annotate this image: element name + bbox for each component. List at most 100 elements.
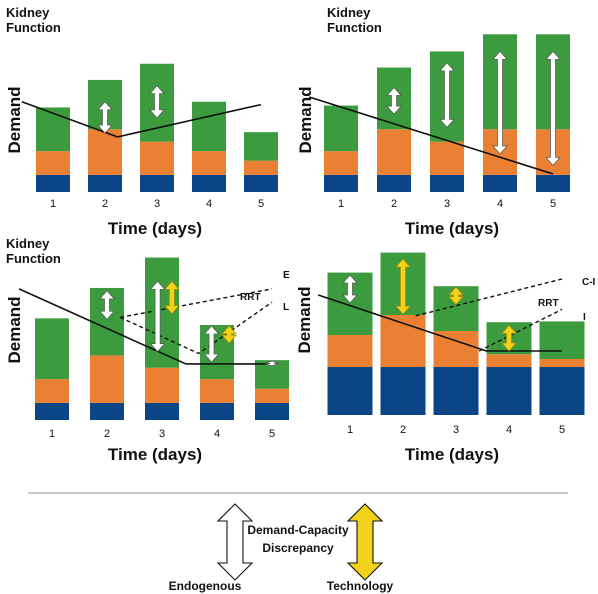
panel-1: Kidney Function Demand Time (days) 1 2 3 4 5	[5, 5, 278, 238]
bar-5-blue	[536, 174, 570, 192]
bar-4-orange	[192, 151, 226, 175]
day-tick-5: 5	[559, 424, 565, 436]
endogenous-arrow-6	[264, 360, 280, 367]
day-tick-1: 1	[338, 198, 344, 210]
day-tick-1: 1	[49, 428, 55, 440]
panel-3-label-e: E	[283, 270, 290, 281]
panel-1-ylabel: Demand	[5, 86, 24, 153]
bar-3-orange	[145, 367, 179, 403]
panel-2-bars	[324, 34, 570, 192]
bar-1-green	[324, 105, 358, 152]
panel-3-label-rrt: RRT	[240, 292, 261, 303]
bar-2-orange	[90, 355, 124, 403]
panel-4: Demand Time (days) 1 2 3 4 5 C-I RRT I	[295, 252, 596, 464]
bar-1-blue	[327, 367, 373, 415]
endogenous-arrow-2	[439, 62, 455, 128]
panel-1-title-line1: Kidney Function	[6, 5, 61, 35]
panel-3-arrows	[99, 280, 280, 367]
panel-4-label-i: I	[583, 312, 586, 323]
technology-arrow-4	[501, 324, 517, 352]
bar-5-orange	[255, 388, 289, 403]
legend-technology-label: Technology	[327, 579, 394, 593]
bar-1-orange	[36, 151, 70, 175]
bar-1-green	[36, 107, 70, 152]
endogenous-arrow-4	[545, 50, 561, 166]
legend-endogenous-label: Endogenous	[169, 579, 242, 593]
panel-3-xlabel: Time (days)	[108, 445, 202, 464]
kidney-function-line	[18, 288, 272, 365]
panel-1-lines	[21, 100, 262, 138]
panel-4-xlabel: Time (days)	[405, 445, 499, 464]
rrt-line-1	[120, 288, 273, 319]
endogenous-arrow-3	[492, 50, 508, 155]
technology-arrow-2	[395, 258, 411, 315]
endogenous-arrow-icon	[216, 503, 254, 581]
day-tick-5: 5	[258, 198, 264, 210]
day-tick-4: 4	[206, 198, 212, 210]
panel-4-day-ticks: 1 2 3 4 5	[347, 424, 565, 436]
day-tick-2: 2	[102, 198, 108, 210]
bar-1-orange	[324, 151, 358, 175]
endogenous-arrow-1	[386, 86, 402, 115]
kidney-function-line	[308, 96, 554, 175]
panel-3-lines	[18, 288, 273, 365]
day-tick-5: 5	[269, 428, 275, 440]
bar-3-blue	[140, 174, 174, 192]
panel-3-ylabel: Demand	[5, 296, 24, 363]
bar-3-orange	[433, 331, 479, 367]
panel-4-label-rrt: RRT	[538, 298, 559, 309]
panel-3-title: Kidney Function	[6, 236, 61, 266]
panel-4-label-ci: C-I	[582, 277, 596, 288]
panel-2-xlabel: Time (days)	[405, 219, 499, 238]
legend-title-line2: Discrepancy	[262, 541, 334, 555]
bar-1-blue	[324, 174, 358, 192]
bar-3-orange	[430, 141, 464, 175]
bar-2-blue	[90, 402, 124, 420]
legend-title-line1: Demand-Capacity	[247, 523, 349, 537]
bar-3-blue	[433, 367, 479, 415]
panel-4-ylabel: Demand	[295, 286, 314, 353]
bar-4-orange	[486, 354, 532, 367]
day-tick-3: 3	[444, 198, 450, 210]
day-tick-4: 4	[506, 424, 512, 436]
bar-3-blue	[145, 402, 179, 420]
panel-4-lines	[317, 278, 563, 352]
bar-5-green	[539, 321, 585, 359]
bar-5-blue	[244, 174, 278, 192]
panel-4-arrows	[342, 258, 517, 352]
day-tick-3: 3	[453, 424, 459, 436]
panel-1-day-ticks: 1 2 3 4 5	[50, 198, 264, 210]
bar-4-blue	[200, 402, 234, 420]
endogenous-arrow-1	[97, 101, 113, 134]
bar-5-orange	[244, 160, 278, 175]
kidney-function-line	[21, 100, 262, 138]
panel-2-arrows	[386, 50, 561, 166]
bar-2-orange	[377, 129, 411, 175]
day-tick-2: 2	[400, 424, 406, 436]
bar-3-orange	[140, 141, 174, 175]
panel-2: Kidney Function Demand Time (days) 1 2 3 4 5	[296, 5, 570, 238]
day-tick-4: 4	[214, 428, 220, 440]
bar-1-orange	[35, 379, 69, 403]
bar-4-blue	[483, 174, 517, 192]
technology-arrow-icon	[346, 503, 384, 581]
bar-1-green	[35, 318, 69, 380]
endogenous-arrow-4	[203, 325, 220, 363]
bar-1-blue	[35, 402, 69, 420]
day-tick-1: 1	[347, 424, 353, 436]
endogenous-arrow-1	[99, 290, 115, 320]
endogenous-arrow-2	[149, 280, 166, 353]
endogenous-arrow-1	[342, 274, 358, 304]
day-tick-3: 3	[154, 198, 160, 210]
bar-1-orange	[327, 335, 373, 367]
panel-4-bars	[327, 252, 585, 415]
legend: Demand-Capacity Discrepancy Endogenous T…	[169, 503, 394, 593]
panel-3-label-l: L	[283, 302, 289, 313]
bar-2-blue	[88, 174, 122, 192]
bar-4-blue	[192, 174, 226, 192]
bar-2-blue	[377, 174, 411, 192]
bar-3-green	[145, 257, 179, 368]
bar-5-orange	[539, 359, 585, 367]
